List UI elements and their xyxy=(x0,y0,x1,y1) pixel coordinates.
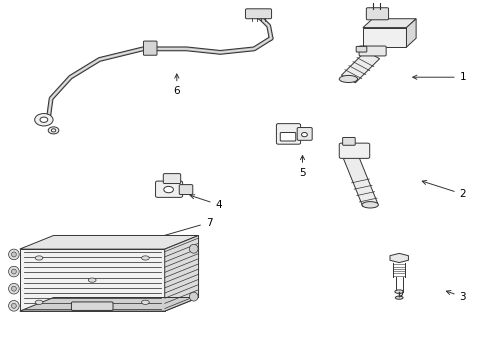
Ellipse shape xyxy=(189,292,198,301)
Ellipse shape xyxy=(88,278,96,282)
Polygon shape xyxy=(20,249,164,311)
Ellipse shape xyxy=(361,202,378,208)
Ellipse shape xyxy=(48,127,59,134)
Ellipse shape xyxy=(11,303,16,308)
Ellipse shape xyxy=(35,113,53,126)
FancyBboxPatch shape xyxy=(143,41,157,55)
Polygon shape xyxy=(362,19,415,28)
FancyBboxPatch shape xyxy=(342,138,354,145)
Ellipse shape xyxy=(189,244,198,253)
Text: 1: 1 xyxy=(412,72,465,82)
Ellipse shape xyxy=(394,296,402,299)
Ellipse shape xyxy=(35,300,43,305)
FancyBboxPatch shape xyxy=(245,9,271,19)
Ellipse shape xyxy=(32,303,42,311)
Ellipse shape xyxy=(9,266,19,277)
Text: 7: 7 xyxy=(151,217,212,240)
FancyBboxPatch shape xyxy=(276,123,300,144)
Text: 2: 2 xyxy=(421,180,465,199)
Polygon shape xyxy=(389,253,407,262)
Ellipse shape xyxy=(11,269,16,274)
Ellipse shape xyxy=(81,303,92,311)
Ellipse shape xyxy=(141,300,149,305)
Polygon shape xyxy=(164,235,198,311)
FancyBboxPatch shape xyxy=(71,302,113,310)
FancyBboxPatch shape xyxy=(355,46,366,52)
FancyBboxPatch shape xyxy=(155,181,182,197)
FancyBboxPatch shape xyxy=(280,132,295,141)
Text: 4: 4 xyxy=(190,195,222,210)
Ellipse shape xyxy=(339,76,357,82)
Polygon shape xyxy=(20,235,198,249)
FancyBboxPatch shape xyxy=(297,127,311,140)
Ellipse shape xyxy=(56,303,67,311)
Ellipse shape xyxy=(105,303,116,311)
Ellipse shape xyxy=(130,303,141,311)
Ellipse shape xyxy=(35,256,43,260)
Ellipse shape xyxy=(155,303,165,311)
Polygon shape xyxy=(341,51,379,83)
FancyBboxPatch shape xyxy=(339,143,369,158)
Text: 6: 6 xyxy=(173,74,180,96)
FancyBboxPatch shape xyxy=(358,46,386,56)
Polygon shape xyxy=(343,156,377,206)
Ellipse shape xyxy=(163,186,173,193)
Ellipse shape xyxy=(394,290,403,293)
FancyBboxPatch shape xyxy=(365,0,388,2)
Ellipse shape xyxy=(40,117,48,122)
Ellipse shape xyxy=(11,286,16,291)
Ellipse shape xyxy=(9,249,19,260)
Ellipse shape xyxy=(141,256,149,260)
Ellipse shape xyxy=(51,129,56,132)
Ellipse shape xyxy=(301,132,307,137)
Text: 3: 3 xyxy=(446,291,465,302)
FancyBboxPatch shape xyxy=(179,185,192,194)
FancyBboxPatch shape xyxy=(366,8,388,20)
Ellipse shape xyxy=(11,252,16,257)
Ellipse shape xyxy=(9,283,19,294)
Ellipse shape xyxy=(9,301,19,311)
Polygon shape xyxy=(406,19,415,47)
FancyBboxPatch shape xyxy=(163,174,180,184)
Polygon shape xyxy=(20,297,198,311)
Polygon shape xyxy=(362,28,406,47)
Text: 5: 5 xyxy=(299,156,305,178)
